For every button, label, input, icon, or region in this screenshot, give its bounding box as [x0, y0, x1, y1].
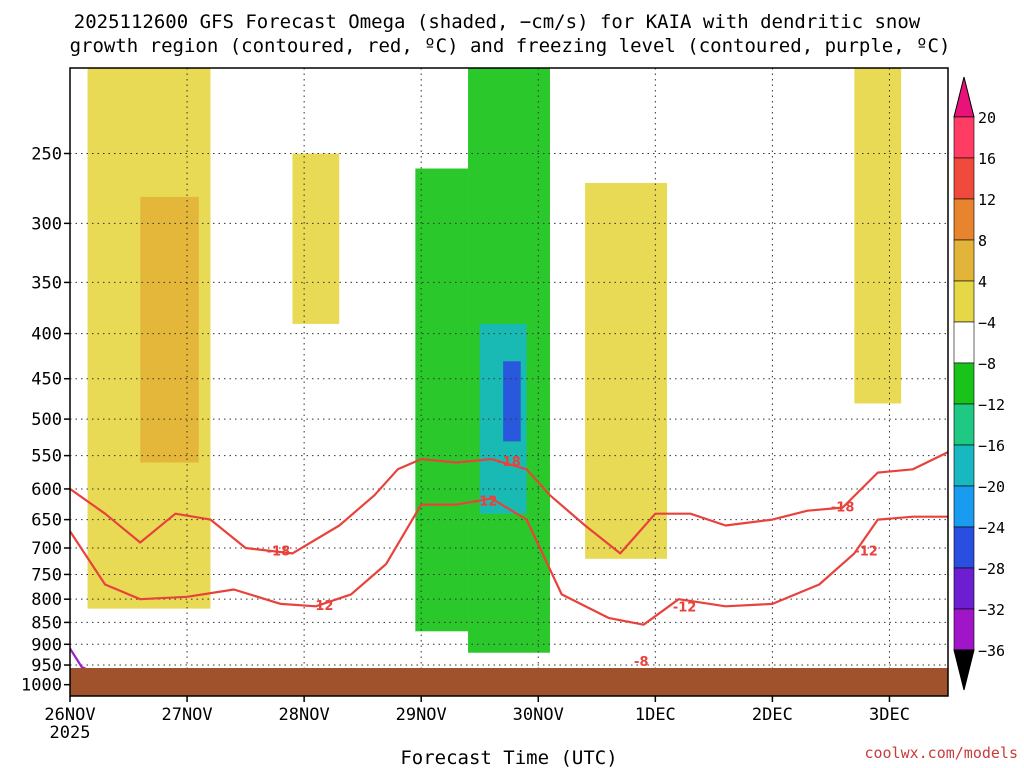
contour-line-0	[70, 451, 948, 555]
ground-surface	[70, 668, 948, 696]
y-tick-label-8: 650	[31, 511, 62, 531]
x-tick-label-3: 29NOV	[396, 705, 447, 725]
y-tick-label-7: 600	[31, 480, 62, 500]
colorbar-swatch-7	[953, 403, 975, 446]
y-tick-label-13: 900	[31, 635, 62, 655]
x-tick-label-4: 30NOV	[513, 705, 564, 725]
contour-label-7: -8	[634, 655, 648, 670]
colorbar-swatch-1	[953, 157, 975, 200]
colorbar-label-3: 8	[978, 232, 987, 250]
chart-title-line1: 2025112600 GFS Forecast Omega (shaded, −…	[74, 11, 921, 33]
contour-label-4: -12	[474, 494, 498, 509]
y-tick-label-14: 950	[31, 656, 62, 676]
y-tick-label-4: 450	[31, 370, 62, 390]
colorbar-swatch-4	[953, 280, 975, 323]
colorbar-label-5: −4	[978, 314, 996, 332]
colorbar-swatch-0	[953, 116, 975, 159]
grid-lines	[69, 68, 948, 696]
contour-label-1: -18	[497, 455, 521, 470]
contour-label-3: -12	[310, 599, 334, 614]
omega-region-1	[140, 196, 199, 463]
omega-region-7	[585, 182, 668, 559]
colorbar-swatch-3	[953, 239, 975, 282]
contour-label-0: -18	[267, 545, 291, 560]
y-tick-label-15: 1000	[21, 676, 62, 696]
colorbar-label-1: 16	[978, 150, 996, 168]
colorbar-label-8: −16	[978, 437, 1005, 455]
contour-line-1	[70, 497, 948, 626]
colorbar-swatch-5	[953, 321, 975, 364]
y-tick-label-9: 700	[31, 539, 62, 559]
omega-shading	[87, 68, 902, 653]
y-tick-label-11: 800	[31, 590, 62, 610]
colorbar-swatch-8	[953, 444, 975, 487]
y-tick-label-6: 550	[31, 447, 62, 467]
x-tick-label-1: 27NOV	[161, 705, 212, 725]
x-tick-label-7: 3DEC	[869, 705, 910, 725]
colorbar-label-12: −32	[978, 601, 1005, 619]
contour-label-2: -18	[831, 500, 855, 515]
omega-region-2	[292, 153, 340, 324]
plot-frame	[69, 67, 949, 697]
contour-label-5: -12	[673, 600, 697, 615]
y-tick-label-5: 500	[31, 410, 62, 430]
y-tick-label-2: 350	[31, 273, 62, 293]
colorbar-label-6: −8	[978, 355, 996, 373]
y-tick-label-1: 300	[31, 214, 62, 234]
y-axis-ticks: 2503003504004505005506006507007508008509…	[21, 144, 70, 696]
colorbar-label-10: −24	[978, 519, 1005, 537]
colorbar-bottom-arrow	[953, 649, 975, 691]
credit-text: coolwx.com/models	[864, 744, 1018, 762]
colorbar-label-9: −20	[978, 478, 1005, 496]
colorbar-label-4: 4	[978, 273, 987, 291]
colorbar-top-arrow	[953, 76, 975, 118]
omega-region-3	[415, 168, 469, 632]
x-axis-title: Forecast Time (UTC)	[400, 747, 617, 768]
y-tick-label-12: 850	[31, 613, 62, 633]
y-tick-label-3: 400	[31, 325, 62, 345]
x-tick-label-2: 28NOV	[279, 705, 330, 725]
x-tick-label-6: 2DEC	[752, 705, 793, 725]
colorbar-swatch-9	[953, 485, 975, 528]
contour-labels: -18 -18 -18 -12 -12 -12 -12 -8	[267, 455, 878, 670]
y-tick-label-0: 250	[31, 144, 62, 164]
y-tick-label-10: 750	[31, 565, 62, 585]
x-tick-label-5: 1DEC	[635, 705, 676, 725]
x-tick-label-0: 26NOV	[44, 705, 95, 725]
x-axis-ticks: 26NOV 27NOV 28NOV 29NOV 30NOV 1DEC 2DEC 3DEC	[44, 696, 910, 725]
colorbar-swatch-10	[953, 526, 975, 569]
colorbar-label-7: −12	[978, 396, 1005, 414]
colorbar-label-2: 12	[978, 191, 996, 209]
colorbar-swatch-2	[953, 198, 975, 241]
colorbar-swatch-12	[953, 608, 975, 651]
colorbar-swatch-11	[953, 567, 975, 610]
contour-label-6: -12	[854, 545, 878, 560]
colorbar-swatch-6	[953, 362, 975, 405]
chart-title-line2: growth region (contoured, red, ºC) and f…	[70, 35, 951, 57]
colorbar-label-13: −36	[978, 642, 1005, 660]
omega-region-8	[854, 68, 902, 404]
colorbar-label-11: −28	[978, 560, 1005, 578]
colorbar-label-0: 20	[978, 109, 996, 127]
colorbar: 20 16 12 8 4 −4 −8 −12 −16 −20 −24 −28 −32 −36	[953, 76, 1005, 691]
omega-region-6	[503, 361, 521, 442]
x-tick-year: 2025	[50, 723, 91, 743]
